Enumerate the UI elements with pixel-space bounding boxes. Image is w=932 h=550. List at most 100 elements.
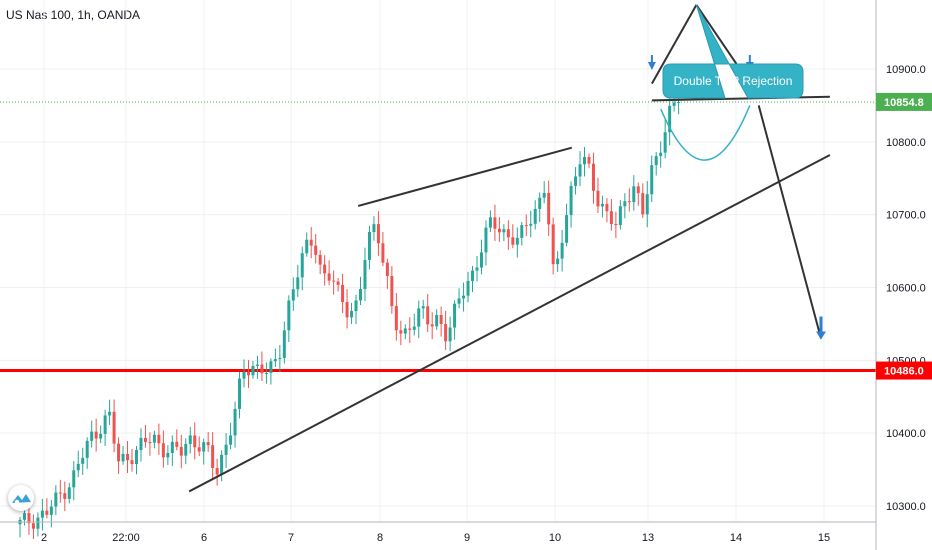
candle-body bbox=[394, 306, 398, 331]
candle-body bbox=[462, 295, 466, 299]
candle-body bbox=[412, 326, 416, 330]
candle-body bbox=[605, 203, 609, 212]
candle-body bbox=[336, 281, 340, 285]
current-price-badge: 10854.8 bbox=[876, 92, 932, 111]
candle-body bbox=[488, 217, 492, 228]
candle-body bbox=[94, 431, 98, 439]
candle-body bbox=[45, 510, 49, 515]
candle-body bbox=[278, 357, 282, 360]
candle-body bbox=[654, 156, 658, 166]
candle-body bbox=[36, 517, 40, 529]
candle-body bbox=[206, 442, 210, 446]
candle-body bbox=[220, 454, 224, 475]
candle-body bbox=[314, 245, 318, 255]
candle-body bbox=[636, 186, 640, 194]
callout-bubble bbox=[662, 4, 804, 99]
candle-body bbox=[58, 492, 62, 494]
y-tick-label: 10400.0 bbox=[886, 428, 926, 440]
candle-body bbox=[650, 165, 654, 195]
y-tick-label: 10800.0 bbox=[886, 137, 926, 149]
candle-body bbox=[367, 231, 371, 260]
candle-body bbox=[76, 463, 80, 471]
candle-body bbox=[524, 225, 528, 227]
candle-body bbox=[497, 228, 501, 233]
upper-trendline bbox=[357, 146, 573, 207]
x-tick-label: 22:00 bbox=[112, 532, 140, 544]
candle-body bbox=[54, 492, 58, 507]
candle-body bbox=[430, 324, 434, 327]
candle-body bbox=[596, 190, 600, 207]
double-top-line bbox=[651, 95, 830, 102]
candle-body bbox=[471, 270, 475, 282]
candle-body bbox=[399, 330, 403, 334]
candle-body bbox=[193, 435, 197, 448]
candle-body bbox=[112, 411, 116, 444]
candle-body bbox=[421, 306, 425, 309]
candle-body bbox=[457, 298, 461, 304]
candle-body bbox=[282, 330, 286, 358]
arrow-head bbox=[816, 331, 826, 340]
x-tick-label: 10 bbox=[549, 532, 561, 544]
candle-body bbox=[99, 433, 103, 439]
x-tick-label: 6 bbox=[201, 532, 207, 544]
tradingview-logo-icon[interactable] bbox=[8, 485, 34, 511]
projection-curve bbox=[660, 105, 751, 161]
candle-body bbox=[453, 303, 457, 328]
candle-body bbox=[255, 364, 259, 367]
candle-body bbox=[672, 102, 676, 106]
candle-body bbox=[148, 442, 152, 444]
candle-body bbox=[323, 264, 327, 274]
candle-body bbox=[264, 372, 268, 374]
candle-body bbox=[547, 192, 551, 225]
grid bbox=[0, 0, 876, 522]
candle-body bbox=[27, 513, 31, 524]
support-price-badge-bg bbox=[876, 361, 932, 380]
candle-body bbox=[677, 101, 681, 103]
candle-body bbox=[529, 223, 533, 226]
candle-body bbox=[22, 513, 26, 520]
projected-drop-line bbox=[757, 105, 822, 339]
candle-body bbox=[623, 201, 627, 207]
candle-body bbox=[641, 193, 645, 215]
candle-body bbox=[345, 302, 349, 318]
candle-body bbox=[161, 443, 165, 458]
candle-body bbox=[90, 431, 94, 441]
candle-body bbox=[170, 441, 174, 453]
candle-body bbox=[211, 445, 215, 469]
y-axis: 11200.011100.011000.010900.010800.010700… bbox=[875, 0, 932, 550]
candle-body bbox=[215, 468, 219, 475]
candle-body bbox=[166, 452, 170, 458]
candle-body bbox=[300, 253, 304, 278]
candle-body bbox=[493, 217, 497, 229]
candle-body bbox=[600, 203, 604, 207]
candle-body bbox=[632, 186, 636, 203]
callout-text: Double TOP Rejection bbox=[674, 74, 793, 88]
candle-body bbox=[332, 280, 336, 282]
candle-body bbox=[444, 324, 448, 342]
candle-body bbox=[484, 227, 488, 253]
candle-body bbox=[130, 460, 134, 464]
candles bbox=[18, 89, 681, 540]
support-price-badge: 10486.0 bbox=[876, 361, 932, 380]
candle-body bbox=[359, 288, 363, 301]
candle-body bbox=[372, 224, 376, 232]
candle-body bbox=[242, 371, 246, 379]
candle-body bbox=[139, 437, 143, 451]
candle-body bbox=[31, 523, 35, 529]
candle-body bbox=[291, 289, 295, 301]
candle-body bbox=[246, 371, 250, 376]
horizontal-lines bbox=[0, 101, 876, 373]
candle-body bbox=[560, 242, 564, 259]
x-tick-label: 14 bbox=[730, 532, 742, 544]
x-tick-label: 7 bbox=[288, 532, 294, 544]
candle-body bbox=[134, 450, 138, 464]
down-arrow-icon bbox=[647, 55, 656, 71]
candle-body bbox=[502, 229, 506, 233]
candle-body bbox=[417, 308, 421, 327]
current-price-badge-label: 10854.8 bbox=[884, 97, 924, 109]
candle-body bbox=[49, 506, 53, 515]
candle-body bbox=[157, 434, 161, 444]
candle-body bbox=[184, 443, 188, 456]
candle-body bbox=[197, 447, 201, 452]
